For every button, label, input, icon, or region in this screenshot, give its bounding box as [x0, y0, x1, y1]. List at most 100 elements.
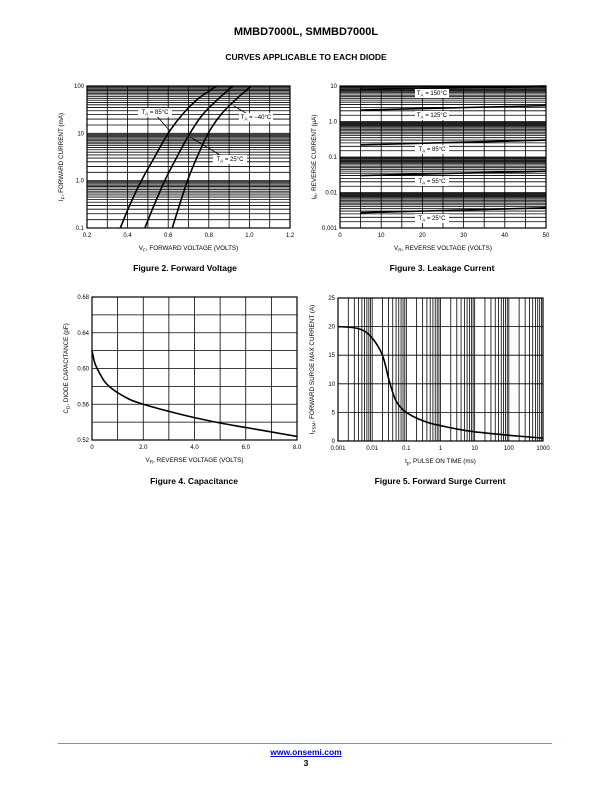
- series-line: [360, 207, 547, 214]
- x-tick-label: 6.0: [242, 445, 251, 451]
- x-tick-label: 50: [543, 233, 550, 239]
- grid: [339, 85, 547, 229]
- y-tick-label: 15: [328, 353, 335, 359]
- x-tick-label: 4.0: [190, 445, 199, 451]
- series-annotation: TA = 85°C: [419, 147, 447, 154]
- plot-frame: [91, 296, 298, 441]
- annotation-background: [415, 177, 449, 186]
- y-tick-label: 0.60: [77, 367, 89, 373]
- footer-rule: [58, 743, 552, 744]
- grid: [337, 297, 544, 442]
- x-axis-label: VR, REVERSE VOLTAGE (VOLTS): [394, 245, 492, 254]
- series-line: [337, 325, 544, 439]
- fig4-chart: 0 2.0 4.0 6.0 8.0 0.52 0.56 0.60 0.64 0.68 VR, REV…: [63, 295, 302, 466]
- x-tick-label: 1000: [536, 446, 550, 452]
- x-tick-label: 10: [378, 233, 385, 239]
- page-number: 3: [303, 758, 309, 768]
- x-tick-label: 100: [504, 446, 515, 452]
- x-tick-label: 0.6: [164, 233, 173, 239]
- x-tick-label: 1.0: [245, 233, 254, 239]
- x-tick-label: 20: [419, 233, 426, 239]
- x-axis-label: tp, PULSE ON TIME (ms): [405, 458, 476, 467]
- document-title: MMBD7000L, SMMBD7000L: [233, 26, 379, 38]
- annotation-background: [239, 113, 273, 122]
- fig5-chart: 0.001 0.01 0.1 1 10 100 1000 0 5 10 15 20 25 tp, PULS…: [309, 296, 550, 467]
- annotation-background: [415, 145, 449, 154]
- x-axis-label: VF, FORWARD VOLTAGE (VOLTS): [139, 245, 238, 254]
- y-tick-label: 0.56: [77, 402, 89, 408]
- x-tick-label: 0.01: [366, 446, 378, 452]
- y-tick-label: 0.68: [77, 295, 89, 301]
- y-axis-label: IR, REVERSE CURRENT (μA): [311, 115, 320, 200]
- grid: [91, 296, 298, 441]
- y-tick-label: 0.001: [322, 226, 338, 232]
- x-tick-label: 1: [439, 446, 443, 452]
- website-link[interactable]: www.onsemi.com: [270, 747, 342, 757]
- plot-frame: [86, 85, 291, 229]
- y-tick-label: 0.1: [329, 155, 338, 161]
- figure-5-caption: Figure 5. Forward Surge Current: [374, 476, 506, 486]
- annotation-background: [213, 155, 247, 164]
- series-annotation: TA = 85°C: [142, 110, 170, 117]
- y-tick-label: 25: [328, 296, 335, 302]
- x-tick-label: 1.2: [286, 233, 295, 239]
- y-axis-label: IFSM, FORWARD SURGE MAX CURRENT (A): [309, 305, 318, 435]
- x-tick-label: 0.1: [402, 446, 411, 452]
- x-tick-label: 40: [501, 233, 508, 239]
- series-line: [360, 170, 547, 177]
- x-tick-label: 0.2: [83, 233, 92, 239]
- series-annotation: TA = 25°C: [217, 157, 245, 164]
- figure-2-caption: Figure 2. Forward Voltage: [133, 263, 237, 273]
- x-tick-label: 0: [338, 233, 342, 239]
- series-line: [171, 85, 252, 229]
- y-tick-label: 0.52: [77, 438, 89, 444]
- series-line: [360, 139, 547, 146]
- plot-frame: [337, 297, 544, 442]
- y-axis-label: IF, FORWARD CURRENT (mA): [58, 113, 67, 201]
- y-tick-label: 1.0: [76, 179, 85, 185]
- annotation-background: [415, 111, 449, 120]
- y-tick-label: 100: [74, 84, 85, 90]
- y-tick-label: 0.01: [325, 191, 337, 197]
- fig3-chart: 0 10 20 30 40 50 0.001 0.01 0.1 1.0 10 VR, REVERSE …: [311, 84, 550, 254]
- series-line: [91, 350, 298, 438]
- fig2-chart: 0.2 0.4 0.6 0.8 1.0 1.2 0.1 1.0 10 100 VF, FORWARD…: [58, 84, 295, 254]
- y-tick-label: 0.1: [76, 226, 85, 232]
- annotation-background: [415, 89, 449, 98]
- y-tick-label: 10: [77, 131, 84, 137]
- y-tick-label: 10: [330, 84, 337, 90]
- series-line: [360, 85, 547, 91]
- x-tick-label: 0.001: [330, 446, 346, 452]
- x-tick-label: 0.4: [123, 233, 132, 239]
- x-tick-label: 2.0: [139, 445, 148, 451]
- figure-4-caption: Figure 4. Capacitance: [150, 476, 238, 486]
- series-annotation: TA = −40°C: [241, 115, 272, 122]
- y-tick-label: 1.0: [329, 120, 338, 126]
- x-tick-label: 0.8: [205, 233, 214, 239]
- annotation-background: [415, 214, 449, 223]
- x-axis-label: VR, REVERSE VOLTAGE (VOLTS): [146, 457, 244, 466]
- section-heading: CURVES APPLICABLE TO EACH DIODE: [225, 52, 387, 62]
- series-annotation: TA = 25°C: [419, 216, 447, 223]
- annotation-background: [138, 108, 172, 117]
- y-tick-label: 0.64: [77, 331, 89, 337]
- plot-frame: [339, 85, 547, 229]
- y-tick-label: 0: [332, 439, 336, 445]
- y-tick-label: 10: [328, 382, 335, 388]
- x-tick-label: 8.0: [293, 445, 302, 451]
- series-annotation: TA = 55°C: [419, 179, 447, 186]
- y-axis-label: CD, DIODE CAPACITANCE (pF): [63, 323, 72, 413]
- x-tick-label: 10: [471, 446, 478, 452]
- x-tick-label: 0: [90, 445, 94, 451]
- x-tick-label: 30: [460, 233, 467, 239]
- figure-3-caption: Figure 3. Leakage Current: [389, 263, 495, 273]
- y-tick-label: 20: [328, 325, 335, 331]
- series-line: [360, 104, 547, 111]
- series-line: [144, 85, 234, 229]
- series-annotation: TA = 125°C: [417, 113, 448, 120]
- series-annotation: TA = 150°C: [417, 91, 448, 98]
- series-line: [119, 85, 218, 229]
- y-tick-label: 5: [332, 410, 336, 416]
